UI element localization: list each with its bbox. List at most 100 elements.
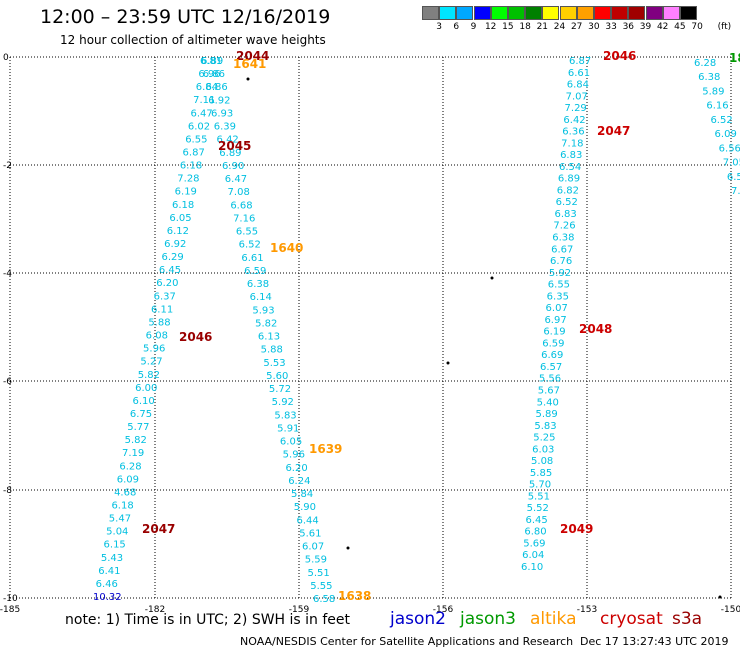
track-time-label: 2046: [603, 49, 636, 63]
wave-height-label: 5.90: [294, 502, 316, 513]
colorbar-label: 3: [436, 22, 442, 32]
wave-height-label: 5.69: [523, 538, 545, 549]
wave-height-label: 6.86: [206, 82, 228, 93]
island-mark: [246, 77, 250, 81]
track-time-label: 2045: [218, 139, 251, 153]
wave-height-label: 5.91: [277, 423, 299, 434]
colorbar-label: 70: [691, 22, 703, 32]
wave-height-label: 6.20: [156, 278, 178, 289]
colorbar-swatch: [559, 6, 577, 20]
wave-height-label: 7.05: [723, 158, 740, 169]
wave-height-label: 6.37: [154, 291, 176, 302]
wave-height-label: 5.85: [530, 468, 552, 479]
colorbar-label: 12: [484, 22, 497, 32]
wave-height-label: 7.18: [561, 138, 583, 149]
wave-height-label: 6.04: [522, 550, 544, 561]
wave-height-label: 6.55: [548, 280, 570, 291]
wave-height-label: 6.47: [190, 108, 212, 119]
wave-height-label: 5.83: [274, 410, 296, 421]
wave-height-label: 6.52: [239, 240, 261, 251]
wave-height-label: 6.05: [169, 213, 191, 224]
colorbar-label: 42: [656, 22, 669, 32]
wave-height-label: 6.89: [219, 148, 241, 159]
wave-height-label: 5.67: [538, 385, 560, 396]
wave-height-label: 6.80: [524, 527, 546, 538]
wave-height-label: 6.12: [167, 226, 189, 237]
wave-height-label: 7.29: [565, 103, 587, 114]
track-time-label: 2049: [560, 522, 593, 536]
wave-height-label: 6.28: [694, 58, 716, 69]
x-tick-label: -159: [289, 605, 310, 615]
wave-height-label: 6.47: [225, 174, 247, 185]
wave-height-label: 5.70: [529, 480, 551, 491]
wave-height-label: 6.08: [146, 331, 168, 342]
y-tick-label: -6: [3, 377, 12, 387]
colorbar-swatch: [490, 6, 508, 20]
wave-height-label: 6.05: [280, 437, 302, 448]
wave-height-label: 7.4: [731, 186, 740, 197]
wave-height-label: 5.89: [702, 86, 724, 97]
wave-height-label: 6.09: [715, 129, 737, 140]
wave-height-label: 6.59: [542, 338, 564, 349]
wave-height-label: 5.92: [272, 397, 294, 408]
colorbar-label: 9: [470, 22, 477, 32]
wave-height-label: 5.25: [533, 433, 555, 444]
wave-height-label: 6.18: [180, 161, 202, 172]
wave-height-label: 6.24: [288, 476, 310, 487]
wave-height-label: 6.84: [567, 80, 589, 91]
colorbar-swatch: [594, 6, 611, 20]
wave-height-label: 6.82: [557, 185, 579, 196]
wave-height-label: 6.89: [201, 56, 223, 67]
wave-height-label: 6.02: [188, 121, 210, 132]
track-time-label: 1640: [270, 241, 303, 255]
wave-height-label: 6.10: [133, 396, 155, 407]
wave-height-label: 6.38: [247, 279, 269, 290]
wave-height-label: 6.57: [540, 362, 562, 373]
colorbar-swatch: [456, 6, 474, 20]
wave-height-label: 5.59: [305, 555, 327, 566]
colorbar-swatch: [473, 6, 491, 20]
wave-height-label: 6.38: [698, 72, 720, 83]
wave-height-label: 6.13: [258, 332, 280, 343]
x-tick-label: -153: [577, 605, 597, 615]
track-time-label: 2048: [579, 322, 612, 336]
colorbar-label: 33: [605, 22, 617, 32]
wave-height-label: 5.08: [531, 456, 553, 467]
credit-line: NOAA/NESDIS Center for Satellite Applica…: [240, 635, 574, 648]
wave-height-label: 6.97: [544, 315, 566, 326]
wave-height-label: 6.81: [200, 56, 222, 67]
colorbar-label: 6: [453, 22, 460, 32]
wave-height-label: 6.83: [560, 150, 582, 161]
wave-height-label: 5.89: [536, 409, 558, 420]
timestamp: Dec 17 13:27:43 UTC 2019: [580, 635, 729, 648]
wave-height-label: 5.47: [109, 514, 131, 525]
wave-height-label: 6.29: [161, 252, 183, 263]
colorbar-swatch: [576, 6, 594, 20]
wave-height-label: 6.67: [551, 244, 573, 255]
wave-height-label: 6.50: [727, 172, 740, 183]
wave-height-label: 6.69: [541, 350, 563, 361]
wave-height-label: 6.58: [313, 594, 335, 605]
wave-height-label: 6.92: [208, 95, 230, 106]
colorbar-swatch: [662, 6, 680, 20]
wave-height-label: 5.43: [101, 553, 123, 564]
wave-height-label: 6.36: [562, 127, 584, 138]
wave-height-label: 5.96: [283, 450, 305, 461]
wave-height-label: 6.52: [710, 115, 732, 126]
wave-height-label: 5.60: [266, 371, 288, 382]
wave-height-label: 5.52: [527, 503, 549, 514]
colorbar-label: 30: [588, 22, 600, 32]
wave-height-label: 6.55: [236, 227, 258, 238]
colorbar-label: 36: [622, 22, 635, 32]
track-time-label: 2047: [142, 522, 175, 536]
track-time-label: 1641: [233, 57, 266, 71]
wave-height-label: 5.92: [549, 268, 571, 279]
wave-height-label: 5.72: [269, 384, 291, 395]
colorbar-label: 39: [639, 22, 652, 32]
wave-height-label: 6.18: [111, 500, 133, 511]
wave-height-label: 5.04: [106, 527, 128, 538]
wave-height-label: 6.11: [151, 304, 173, 315]
wave-height-label: 6.52: [556, 197, 578, 208]
wave-height-label: 6.03: [532, 444, 554, 455]
